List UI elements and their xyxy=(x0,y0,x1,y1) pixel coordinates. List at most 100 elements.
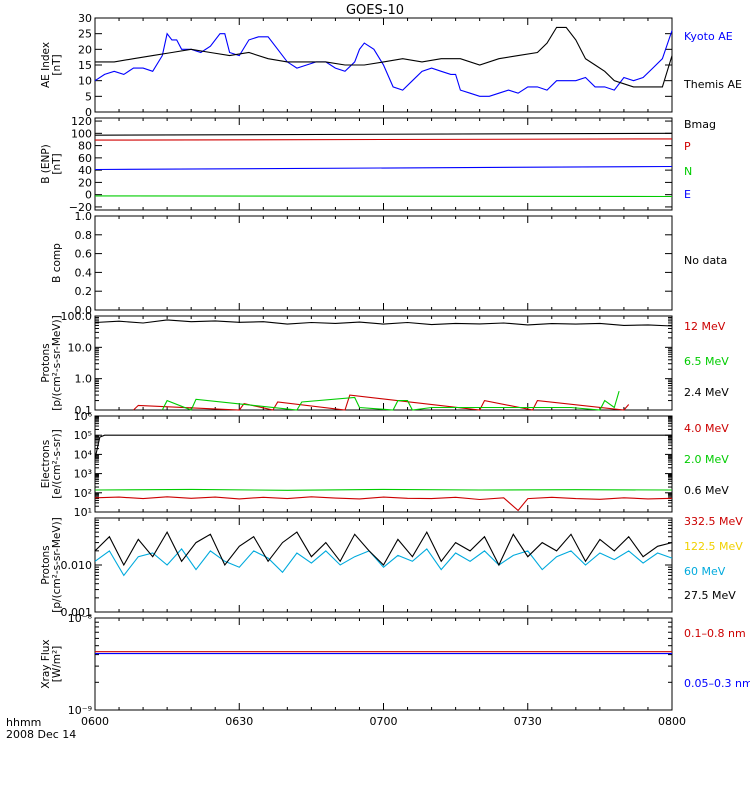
y-tick-label: 100 xyxy=(71,127,92,140)
panel-5: 10¹ 10² 10³ 10⁴ 10⁵ 10⁶ Electrons [e/(cm²-s-sr)… xyxy=(40,410,729,519)
y-tick-label: −20 xyxy=(69,201,92,214)
y-tick-label: 0.1 xyxy=(75,404,93,417)
x-tick-label: 0800 xyxy=(658,715,686,728)
panel-frame xyxy=(94,315,673,411)
legend-entry: P xyxy=(684,140,691,153)
y-tick-label: 0.001 xyxy=(61,606,93,619)
series-line-e xyxy=(94,165,673,171)
legend-entry: 60 MeV xyxy=(684,565,726,578)
y-tick-label: 120 xyxy=(71,115,92,128)
panel-4: 0.1 1.0 10.0 100.0 Protons [p/(cm²-s-sr-MeV)]… xyxy=(40,310,729,417)
y-tick-label: 80 xyxy=(78,140,92,153)
y-axis-label: [p/(cm²-s-sr-MeV)] xyxy=(51,517,63,612)
y-axis-label: [nT] xyxy=(51,153,63,174)
series-line-60-mev xyxy=(94,548,673,577)
y-tick-label: 10¹ xyxy=(74,506,92,519)
no-data-note: No data xyxy=(684,254,727,267)
x-tick-label: 0700 xyxy=(370,715,398,728)
panel-1: 0 5 10 15 20 25 30 AE Index [nT] Kyoto AE Themis A… xyxy=(40,12,742,119)
y-axis-label: Protons xyxy=(40,545,52,584)
y-tick-label: 100.0 xyxy=(61,310,93,323)
panel-7: 10⁻⁹ 10⁻⁸ Xray Flux [W/m²] 0.1–0.8 nm 0.05–0.… xyxy=(40,612,750,717)
x-tick-label: 0730 xyxy=(514,715,542,728)
legend-entry: Kyoto AE xyxy=(684,30,733,43)
y-tick-label: 0.4 xyxy=(75,266,93,279)
y-tick-label: 25 xyxy=(78,28,92,41)
y-tick-label: 0.0 xyxy=(75,304,93,317)
y-tick-label: 10⁶ xyxy=(74,410,93,423)
legend-entry: E xyxy=(684,188,691,201)
y-tick-label: 30 xyxy=(78,12,92,25)
series-line-4-0-mev xyxy=(94,496,673,512)
series-line-bmag xyxy=(94,132,673,136)
y-tick-label: 40 xyxy=(78,164,92,177)
panel-3: 0.0 0.2 0.4 0.6 0.8 1.0 B comp No data xyxy=(51,210,727,317)
y-tick-label: 10 xyxy=(78,75,92,88)
series-line-6-5-mev xyxy=(161,390,620,411)
legend-entry: 27.5 MeV xyxy=(684,589,736,602)
legend-entry: 6.5 MeV xyxy=(684,355,729,368)
legend-entry: Bmag xyxy=(684,118,716,131)
y-tick-label: 5 xyxy=(85,90,92,103)
y-axis-label: Electrons xyxy=(40,440,52,489)
legend-entry: 12 MeV xyxy=(684,320,726,333)
y-tick-label: 60 xyxy=(78,152,92,165)
y-axis-label: Protons xyxy=(40,343,52,382)
x-tick-label: 0630 xyxy=(225,715,253,728)
y-tick-label: 1.0 xyxy=(75,373,93,386)
footer-date: 2008 Dec 14 xyxy=(6,728,76,741)
x-tick-label: 0600 xyxy=(81,715,109,728)
y-axis-label: [W/m²] xyxy=(51,646,63,683)
legend-entry: 122.5 MeV xyxy=(684,540,743,553)
y-tick-label: 0.2 xyxy=(75,285,93,298)
panel-frame xyxy=(94,617,673,711)
y-tick-label: 10⁴ xyxy=(74,448,93,461)
y-tick-label: 0 xyxy=(85,106,92,119)
series-line-2-0-mev xyxy=(94,488,673,491)
y-tick-label: 0.8 xyxy=(75,229,93,242)
series-line-p xyxy=(94,138,673,141)
legend-entry: 0.1–0.8 nm xyxy=(684,627,746,640)
y-axis-label: B (ENP) xyxy=(40,144,52,184)
series-line-kyoto-ae xyxy=(94,30,673,97)
y-tick-label: 0.010 xyxy=(61,559,93,572)
series-line-n xyxy=(94,195,673,198)
series-line-12-mev xyxy=(133,394,630,411)
series-line-0-6-mev xyxy=(94,434,672,459)
y-axis-label: AE Index xyxy=(40,42,52,88)
y-tick-label: 0 xyxy=(85,189,92,202)
y-tick-label: 0.6 xyxy=(75,248,93,261)
legend-entry: Themis AE xyxy=(683,78,742,91)
legend-entry: 0.05–0.3 nm xyxy=(684,677,750,690)
panel-frame xyxy=(94,215,673,311)
y-tick-label: 10³ xyxy=(74,468,92,481)
y-axis-label: [e/(cm²-s-sr)] xyxy=(51,429,63,498)
legend-entry: 2.0 MeV xyxy=(684,453,729,466)
y-tick-label: 10.0 xyxy=(68,341,93,354)
y-tick-label: 1.0 xyxy=(75,210,93,223)
legend-entry: N xyxy=(684,165,692,178)
y-axis-label: B comp xyxy=(51,243,63,283)
legend-entry: 332.5 MeV xyxy=(684,515,743,528)
y-tick-label: 10⁻⁸ xyxy=(68,612,93,625)
y-tick-label: 10² xyxy=(74,487,92,500)
y-axis-label: Xray Flux xyxy=(40,639,52,688)
y-axis-label: [nT] xyxy=(51,54,63,75)
series-line-themis-ae xyxy=(95,26,673,88)
y-axis-label: [p/(cm²-s-sr-MeV)] xyxy=(51,315,63,410)
legend-entry: 4.0 MeV xyxy=(684,422,729,435)
y-tick-label: 15 xyxy=(78,59,92,72)
legend-entry: 2.4 MeV xyxy=(684,386,729,399)
y-tick-label: 20 xyxy=(78,43,92,56)
y-tick-label: 10⁻⁹ xyxy=(68,704,92,717)
series-line-27-5-mev xyxy=(94,530,673,567)
plot-title: GOES-10 xyxy=(346,3,404,18)
y-tick-label: 10⁵ xyxy=(74,429,92,442)
series-line-2-4-mev xyxy=(94,319,673,327)
footer-hhmm: hhmm xyxy=(6,716,41,729)
y-tick-label: 20 xyxy=(78,176,92,189)
legend-entry: 0.6 MeV xyxy=(684,484,729,497)
panel-6: 0.001 0.010 Protons [p/(cm²-s-sr-MeV)] 332.5… xyxy=(40,515,743,619)
